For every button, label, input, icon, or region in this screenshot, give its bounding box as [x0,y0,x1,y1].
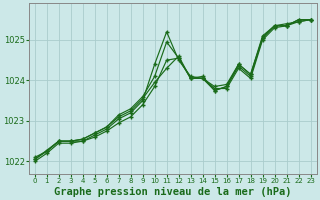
X-axis label: Graphe pression niveau de la mer (hPa): Graphe pression niveau de la mer (hPa) [54,186,292,197]
